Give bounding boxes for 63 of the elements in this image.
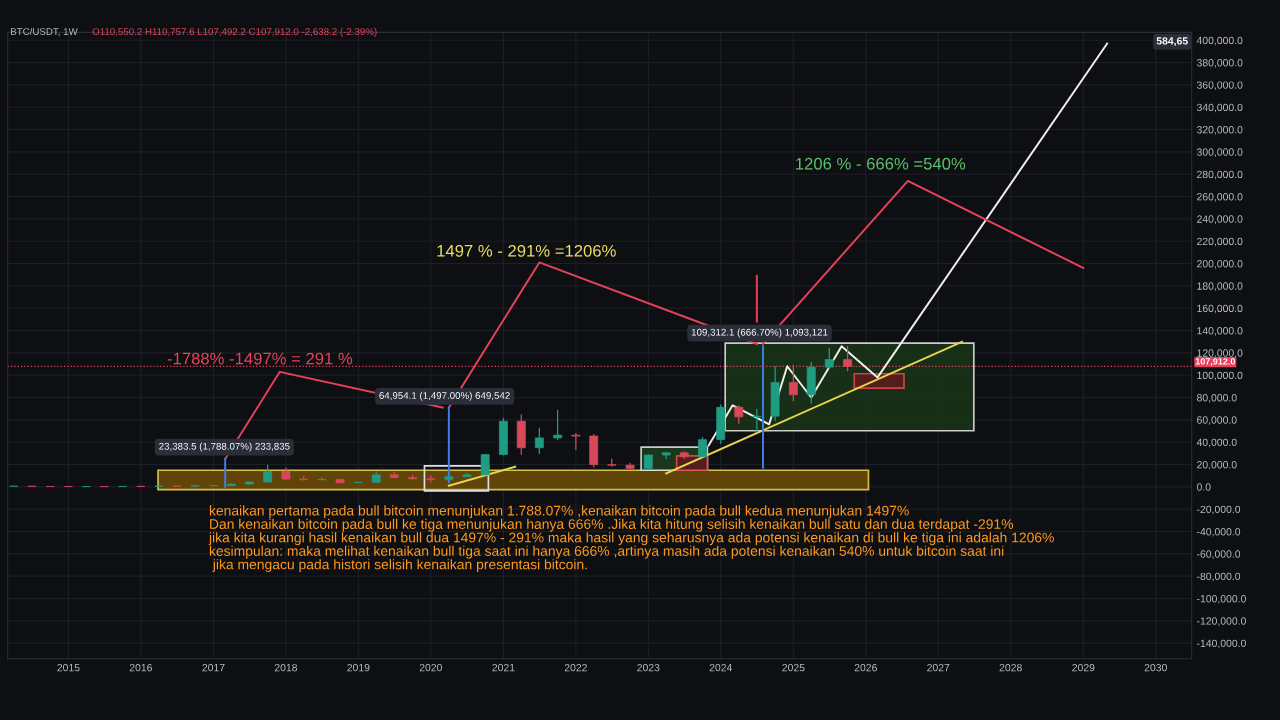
x-tick-label: 2024: [709, 663, 733, 672]
y-tick-label: 360,000.0: [1196, 81, 1243, 90]
x-tick-label: 2020: [419, 663, 442, 672]
candlestick: [553, 409, 563, 441]
y-tick-label: -120,000.0: [1197, 617, 1246, 626]
y-tick-label: -40,000.0: [1197, 528, 1241, 537]
chart-title: BTC/USDT, 1W: [11, 27, 78, 37]
y-tick-label: -100,000.0: [1197, 595, 1246, 604]
x-tick-label: 2016: [129, 663, 152, 672]
x-tick-label: 2023: [637, 663, 660, 672]
y-tick-label: -140,000.0: [1197, 639, 1246, 649]
candlestick: [534, 427, 544, 455]
y-tick-label: 380,000.0: [1196, 59, 1243, 68]
x-tick-label: 2022: [564, 663, 587, 672]
y-tick-label: -20,000.0: [1197, 505, 1241, 515]
y-tick-label: 280,000.0: [1197, 170, 1243, 180]
x-tick-label: 2018: [274, 663, 298, 672]
x-tick-label: 2029: [1072, 663, 1095, 672]
y-tick-label: 300,000.0: [1196, 148, 1243, 157]
x-tick-label: 2019: [347, 663, 370, 672]
x-tick-label: 2026: [854, 663, 877, 672]
y-tick-label: 80,000.0: [1196, 394, 1237, 403]
x-tick-label: 2017: [202, 663, 225, 672]
y-tick-label: -60,000.0: [1197, 550, 1241, 559]
x-tick-label: 2030: [1144, 663, 1167, 672]
candlestick: [734, 404, 744, 425]
x-tick-label: 2025: [782, 663, 805, 672]
candlestick: [843, 345, 852, 372]
annotation: 23,383.5 (1,788.07%) 233,835: [159, 442, 290, 452]
y-tick-label: 100,000.0: [1197, 371, 1243, 381]
y-tick-label: 260,000.0: [1197, 193, 1243, 202]
ref-line-label: 107,912.0: [1195, 358, 1236, 366]
x-tick-label: 2015: [57, 663, 80, 672]
y-tick-label: 40,000.0: [1196, 438, 1237, 448]
annotation: 1497 % - 291% =1206%: [437, 244, 616, 257]
x-tick-label: 2021: [492, 663, 515, 672]
y-tick-label: 180,000.0: [1197, 282, 1243, 291]
annotation: 64,954.1 (1,497.00%) 649,542: [379, 391, 510, 401]
annotation: -1788% -1497% = 291 %: [167, 352, 353, 365]
candlestick: [788, 364, 798, 402]
y-tick-label: 200,000.0: [1197, 260, 1243, 269]
y-tick-label: 0.0: [1196, 483, 1211, 491]
candlestick: [571, 432, 581, 451]
x-tick-label: 2027: [927, 663, 950, 672]
y-tick-label: 120,000.0: [1197, 349, 1243, 358]
annotation: kenaikan pertama pada bull bitcoin menunjukan 1.788.07% ,kenaikan bitcoin pada bull kedua menunjukan 1497% Dan kenaikan bitcoin pada bull ke tiga menunjukan hanya 666% .Jika kita hitung selisih kenaikan bull satu dan dua terdapat -291% jika kita kurangi hasil kenaikan bull dua 1497% - 291% maka hasil yang seharusnya ada potensi kenaikan di bull ke tiga ini adalah 1206% kesimpulan: maka melihat kenaikan bull tiga saat ini hanya 666% ,artinya masih ada potensi kenaikan 540% untuk bitcoin saat ini jika mengacu pada histori selisih kenaikan presentasi bitcoin.: [208, 505, 1054, 573]
y-tick-label: 340,000.0: [1196, 103, 1243, 113]
y-tick-label: 320,000.0: [1196, 126, 1243, 135]
candlestick: [698, 436, 707, 458]
annotation: 584,65: [1156, 37, 1188, 47]
y-tick-label: 160,000.0: [1197, 304, 1243, 314]
candlestick: [824, 347, 834, 370]
y-tick-label: 20,000.0: [1197, 461, 1237, 470]
y-tick-label: -80,000.0: [1197, 572, 1241, 582]
annotation: 109,312.1 (666.70%) 1,093,121: [691, 328, 828, 338]
x-tick-label: 2028: [999, 663, 1022, 672]
y-tick-label: 240,000.0: [1197, 215, 1243, 224]
chart-subtitle: O110,550.2 H110,757.6 L107,492.2 C107,912.0 -2,638.2 (-2.39%): [92, 27, 377, 37]
y-tick-label: 140,000.0: [1197, 327, 1243, 336]
y-tick-label: 60,000.0: [1197, 416, 1237, 425]
y-tick-label: 400,000.0: [1196, 36, 1243, 46]
annotation: 1206 % - 666% =540%: [796, 157, 966, 170]
y-tick-label: 220,000.0: [1197, 237, 1243, 247]
